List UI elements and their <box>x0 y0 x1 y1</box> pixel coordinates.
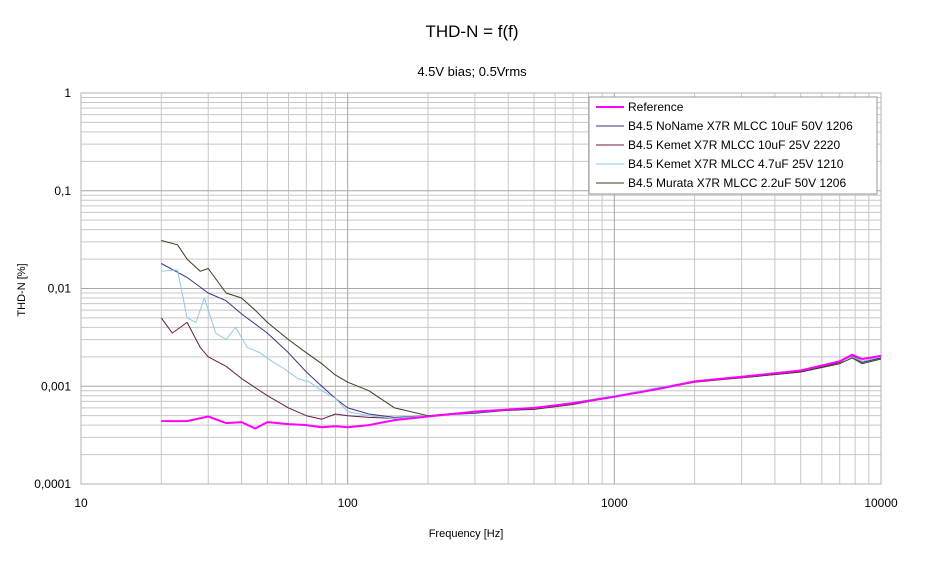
y-tick-label: 1 <box>64 86 71 100</box>
legend-label: B4.5 Kemet X7R MLCC 4.7uF 25V 1210 <box>628 157 844 171</box>
x-tick-label: 100 <box>338 496 358 510</box>
y-tick-label: 0,001 <box>41 379 71 393</box>
series-line-0 <box>161 353 882 430</box>
y-tick-label: 0,0001 <box>34 477 71 491</box>
legend-box <box>588 96 878 195</box>
chart-title: THD-N = f(f) <box>425 22 518 41</box>
x-tick-label: 1000 <box>601 496 628 510</box>
y-tick-label: 0,01 <box>48 282 72 296</box>
y-tick-label: 0,1 <box>54 184 71 198</box>
chart-subtitle: 4.5V bias; 0.5Vrms <box>417 64 527 79</box>
legend-label: B4.5 Kemet X7R MLCC 10uF 25V 2220 <box>628 138 840 152</box>
legend: Reference B4.5 NoName X7R MLCC 10uF 50V 1… <box>588 96 878 195</box>
x-tick-label: 10 <box>74 496 88 510</box>
y-axis-tick-labels: 1 0,1 0,01 0,001 0,0001 <box>34 86 71 491</box>
x-tick-label: 10000 <box>864 496 898 510</box>
x-axis-label: Frequency [Hz] <box>429 528 504 540</box>
legend-label: B4.5 NoName X7R MLCC 10uF 50V 1206 <box>628 119 853 133</box>
series-line-2 <box>160 317 882 420</box>
legend-label: Reference <box>628 100 684 114</box>
series-layer <box>160 240 882 430</box>
series-line-1 <box>161 263 882 418</box>
plot-area-border <box>80 92 882 485</box>
x-axis-tick-labels: 10 100 1000 10000 <box>74 496 898 510</box>
y-axis-label: THD-N [%] <box>16 263 28 316</box>
legend-label: B4.5 Murata X7R MLCC 2.2uF 50V 1206 <box>628 176 846 190</box>
series-line-4 <box>161 240 882 417</box>
